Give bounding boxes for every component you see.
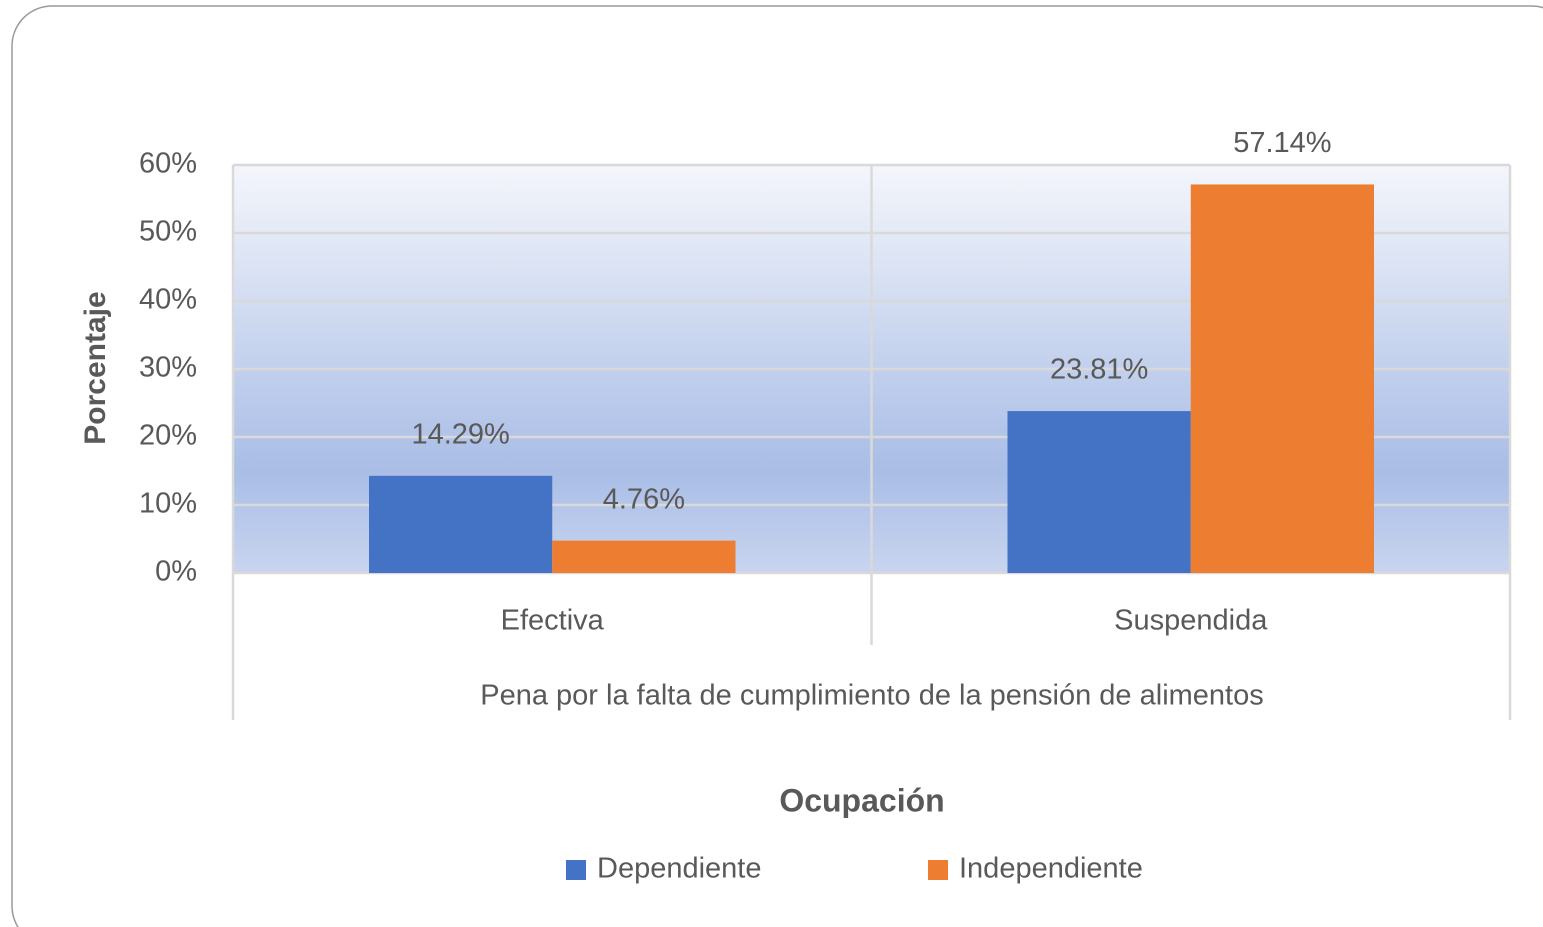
legend-label: Independiente	[959, 853, 1143, 885]
group-label: Pena por la falta de cumplimiento de la …	[480, 680, 1263, 712]
legend-swatch	[566, 860, 586, 880]
data-label: 57.14%	[1233, 127, 1331, 159]
y-tick-label: 40%	[139, 284, 197, 316]
y-tick-label: 20%	[139, 420, 197, 452]
data-label: 14.29%	[411, 418, 509, 450]
y-tick-label: 30%	[139, 352, 197, 384]
legend-swatch	[928, 860, 948, 880]
legend-title: Ocupación	[779, 782, 944, 818]
data-label: 23.81%	[1050, 354, 1148, 386]
y-tick-label: 60%	[139, 148, 197, 180]
y-tick-label: 0%	[155, 556, 197, 588]
bar	[552, 540, 736, 573]
x-tick-label: Efectiva	[501, 605, 605, 637]
bar	[369, 475, 553, 573]
bar	[1190, 184, 1374, 573]
data-label: 4.76%	[603, 483, 685, 515]
legend-label: Dependiente	[597, 853, 761, 885]
bar	[1007, 411, 1191, 573]
y-tick-label: 50%	[139, 216, 197, 248]
x-tick-label: Suspendida	[1114, 605, 1268, 637]
y-tick-label: 10%	[139, 488, 197, 520]
y-axis-label: Porcentaje	[79, 291, 112, 444]
